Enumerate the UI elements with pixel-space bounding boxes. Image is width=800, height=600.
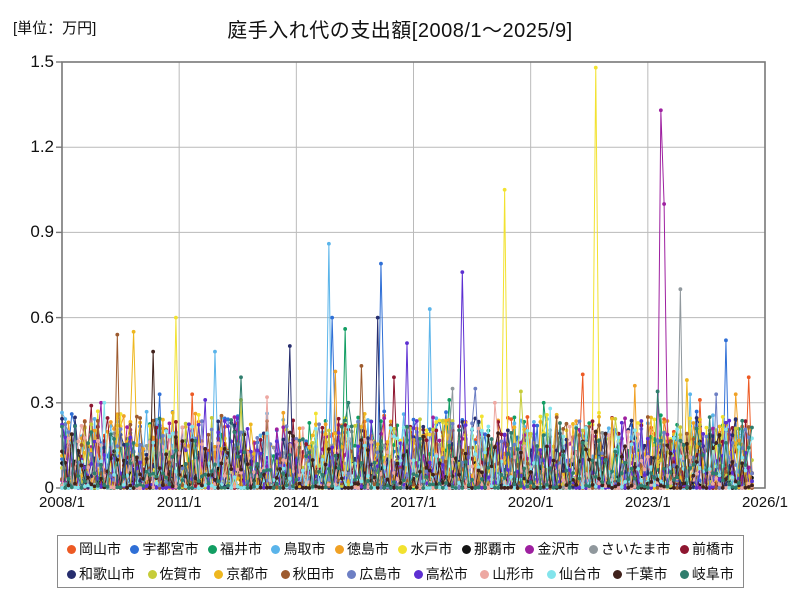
series-marker-icon [207,544,217,554]
series-marker-icon [480,569,490,579]
series-marker-icon [271,544,281,554]
legend-label: さいたま市 [600,541,671,557]
y-tick-label: 1.2 [30,137,54,156]
y-tick-label: 0 [44,478,54,497]
legend-item: 徳島市 [334,539,389,559]
series-marker-icon [130,544,140,554]
legend-row: 岡山市 宇都宮市 福井市 鳥取市 徳島市 水戸市 那覇市 金沢市 さいたま市 前… [58,537,743,561]
legend-item: 那覇市 [461,539,516,559]
legend-item: 金沢市 [525,539,579,559]
legend-item: 宇都宮市 [130,539,198,559]
legend-item: 前橋市 [679,539,734,559]
series-marker-icon [525,544,535,554]
y-tick-label: 1.5 [30,52,54,71]
y-tick-label: 0.6 [30,308,54,327]
legend-item: 秋田市 [280,564,335,584]
legend-label: 水戸市 [410,541,453,557]
legend-label: 金沢市 [537,541,580,557]
x-tick-label: 2020/1 [507,494,554,511]
x-tick-label: 2017/1 [390,494,437,511]
legend-label: 高松市 [425,566,468,582]
legend-label: 秋田市 [292,566,335,582]
legend: 岡山市 宇都宮市 福井市 鳥取市 徳島市 水戸市 那覇市 金沢市 さいたま市 前… [57,535,744,588]
x-tick-label: 2023/1 [624,494,671,511]
legend-label: 仙台市 [558,566,601,582]
x-tick-label: 2026/1 [742,494,788,511]
legend-item: 福井市 [207,539,262,559]
series-marker-icon [67,544,76,554]
legend-item: 佐賀市 [147,564,202,584]
legend-label: 佐賀市 [159,566,202,582]
legend-label: 岐阜市 [691,566,734,582]
series-marker-icon [67,569,76,579]
y-tick-label: 0.9 [30,222,54,241]
y-tick-label: 0.3 [30,393,54,412]
legend-row: 和歌山市 佐賀市 京都市 秋田市 広島市 高松市 山形市 仙台市 千葉市 岐阜市 [58,562,743,586]
series-marker-icon [588,544,598,554]
legend-item: 山形市 [480,564,534,584]
x-tick-label: 2011/1 [156,494,202,511]
series-marker-icon [334,544,344,554]
legend-item: さいたま市 [588,539,671,559]
series-marker-icon [413,569,423,579]
series-marker-icon [461,544,471,554]
legend-item: 京都市 [214,564,268,584]
legend-label: 那覇市 [473,541,516,557]
legend-label: 鳥取市 [283,541,326,557]
legend-item: 岡山市 [67,539,121,559]
legend-label: 和歌山市 [79,566,135,582]
legend-label: 徳島市 [346,541,389,557]
legend-item: 高松市 [413,564,468,584]
legend-item: 和歌山市 [67,564,135,584]
legend-label: 広島市 [359,566,402,582]
legend-label: 宇都宮市 [142,541,199,557]
legend-item: 水戸市 [398,539,452,559]
legend-label: 山形市 [492,566,535,582]
legend-item: 広島市 [347,564,401,584]
page-title: 庭手入れ代の支出額[2008/1～2025/9] [227,20,573,42]
legend-label: 前橋市 [691,541,734,557]
series-marker-icon [679,544,689,554]
series-marker-icon [347,569,357,579]
legend-label: 岡山市 [79,541,121,557]
legend-item: 千葉市 [613,564,667,584]
unit-label: [単位：万円] [13,20,97,37]
series-marker-icon [280,569,290,579]
series-marker-icon [679,569,689,579]
legend-label: 福井市 [219,541,262,557]
legend-label: 京都市 [226,566,269,582]
x-tick-label: 2008/1 [39,494,85,511]
legend-item: 鳥取市 [271,539,325,559]
series-marker-icon [214,569,224,579]
x-tick-label: 2014/1 [273,494,320,511]
legend-label: 千葉市 [625,566,668,582]
series-marker-icon [398,544,408,554]
plot-canvas [55,60,767,490]
series-marker-icon [147,569,157,579]
series-marker-icon [613,569,623,579]
x-axis: 2008/1 2011/1 2014/1 2017/1 2020/1 2023/… [39,494,788,514]
series-marker-icon [546,569,556,579]
legend-item: 岐阜市 [679,564,734,584]
legend-item: 仙台市 [546,564,601,584]
